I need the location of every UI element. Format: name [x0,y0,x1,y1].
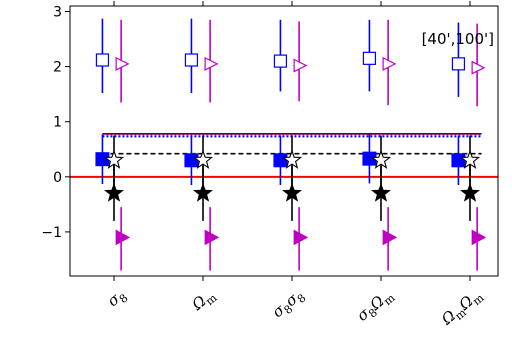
marker-filled-star [193,182,213,202]
plot-markers [95,51,487,246]
axes-frame [69,5,499,277]
x-tick-label: σ8 [104,285,131,312]
marker-filled-triangle-right [204,229,220,246]
y-axis: 3 2 1 0 −1 [41,5,70,241]
marker-open-triangle-right [382,56,397,71]
marker-filled-triangle-right [293,229,309,246]
marker-filled-star [460,182,480,202]
marker-open-triangle-right [204,56,219,71]
marker-open-triangle-right [471,60,486,75]
marker-filled-square [184,153,199,168]
marker-open-triangle-right [115,56,130,71]
marker-open-star [459,149,481,169]
marker-filled-star [371,182,391,202]
y-tick-label: −1 [41,225,62,241]
marker-open-star [192,149,214,169]
y-tick-label: 1 [53,115,62,131]
x-tick-label: σ8Ωm [353,285,398,327]
y-tick-label: 2 [53,60,62,76]
marker-filled-square [451,153,466,168]
range-annotation: [40',100'] [422,30,494,48]
marker-filled-triangle-right [471,229,487,246]
x-tick-label: σ8σ8 [269,285,309,323]
marker-filled-square [273,153,288,168]
marker-open-star [103,149,125,169]
y-tick-label: 0 [53,170,62,186]
marker-open-square [95,53,110,67]
marker-open-square [362,51,377,65]
marker-open-square [451,57,466,71]
x-tick-label: ΩmΩm [437,285,487,331]
marker-open-square [184,53,199,67]
x-tick-label: Ωm [188,285,220,317]
marker-filled-triangle-right [115,229,131,246]
marker-filled-star [282,182,302,202]
marker-filled-triangle-right [382,229,398,246]
y-tick-label: 3 [53,5,62,21]
marker-filled-star [104,182,124,202]
marker-open-triangle-right [293,58,308,73]
marker-open-square [273,54,288,68]
plot-errorbars [101,18,478,271]
marker-open-star [281,149,303,169]
marker-open-star [370,149,392,169]
